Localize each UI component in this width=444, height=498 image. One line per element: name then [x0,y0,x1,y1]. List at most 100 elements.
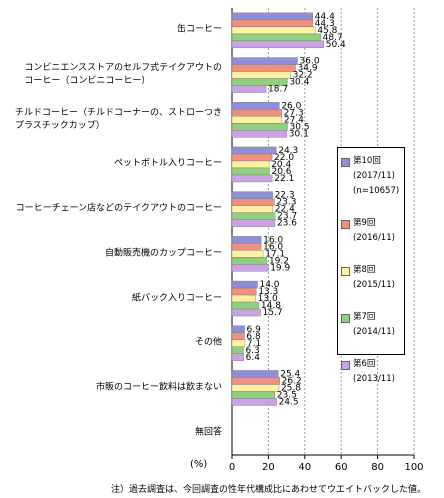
bar [231,257,268,265]
bar [231,353,244,361]
bar [231,57,298,65]
legend-item: 第6回 (2013/11) [341,357,401,387]
legend-item: 第7回 (2014/11) [341,310,401,340]
legend-swatch [341,267,350,276]
value-label: 22.1 [274,174,294,184]
value-label: 15.7 [263,308,283,318]
bar [231,33,321,42]
value-label: 23.5 [277,390,297,400]
legend-label: 第9回 (2016/11) [353,218,395,243]
value-label: 7.1 [247,339,261,349]
value-label: 14.0 [259,280,279,290]
category-label: 缶コーヒー [176,24,222,35]
bar [231,153,273,162]
value-label: 18.7 [268,85,288,95]
value-label: 17.1 [265,249,285,259]
value-label: 48.7 [323,33,343,43]
bar [231,123,288,131]
value-label: 13.0 [258,294,278,304]
value-label: 25.8 [281,383,301,393]
category-label: コンビニエンスストアのセルフ式テイクアウトの コーヒー（コンビニコーヒー） [24,63,222,87]
category-label: チルドコーヒー（チルドコーナーの、ストローつき プラスチックカップ） [14,107,222,131]
legend-swatch [341,158,350,167]
value-label: 27.4 [284,115,304,125]
value-label: 30.5 [290,122,310,132]
category-label: コーヒーチェーン店などのテイクアウトのコーヒー [15,203,222,214]
x-tick-label: 100 [404,462,423,473]
bar [231,146,277,155]
category-label: ペットボトル入りコーヒー [113,158,222,169]
bar [231,26,316,35]
value-label: 44.4 [315,12,335,22]
category-label: その他 [194,337,222,348]
value-label: 30.4 [289,78,309,88]
footnote: 注）過去調査は、今回調査の性年代構成比にあわせてウエイトバックした値。 [110,485,426,495]
value-label: 14.8 [261,301,281,311]
x-axis-label: (%) [190,459,208,470]
bar [231,102,280,110]
legend-label: 第8回 (2015/11) [353,265,395,290]
bar [231,130,287,138]
bar [231,370,279,378]
bar [231,12,314,21]
bar [231,308,261,317]
bar [231,64,296,72]
legend-item: 第9回 (2016/11) [341,216,401,246]
value-label: 6.3 [245,346,259,356]
value-label: 16.0 [263,235,283,245]
value-label: 24.5 [279,397,299,407]
value-label: 27.3 [284,108,304,118]
category-label: 紙パック入りコーヒー [131,293,222,304]
bar [231,339,246,347]
bar [231,398,277,406]
legend-label: 第10回 (2017/11) (n=10657) [353,156,400,196]
legend: 第10回 (2017/11) (n=10657) 第9回 (2016/11) 第8回… [337,147,405,384]
value-label: 50.4 [326,40,346,50]
value-label: 23.6 [277,219,297,229]
bar [231,391,275,399]
legend-label: 第6回 (2013/11) [353,359,395,384]
value-label: 30.1 [289,129,309,139]
category-label: 自動販売機のカップコーヒー [104,248,222,259]
bar [231,198,275,206]
value-label: 32.2 [293,71,313,81]
value-label: 6.8 [246,332,261,342]
value-label: 22.0 [274,153,294,163]
value-label: 45.8 [317,26,337,36]
legend-item: 第10回 (2017/11) (n=10657) [341,154,401,199]
bar [231,264,269,272]
x-tick-label: 20 [262,462,275,473]
bar [231,287,257,296]
bar [231,174,273,183]
bar [231,116,283,124]
bar [231,243,262,251]
value-label: 22.4 [275,205,295,215]
x-tick-label: 80 [371,462,384,473]
bar [231,19,313,28]
value-label: 23.7 [277,212,297,222]
bar [231,325,245,333]
value-label: 19.9 [270,263,290,273]
legend-item: 第8回 (2015/11) [341,263,401,293]
legend-swatch [341,314,350,323]
legend-swatch [341,361,350,370]
value-label: 36.0 [300,57,320,67]
bar [231,212,276,220]
value-label: 13.3 [258,287,278,297]
value-label: 23.3 [276,198,296,208]
value-label: 26.0 [281,101,301,111]
x-tick-label: 0 [229,462,235,473]
value-label: 34.9 [298,64,318,74]
bar [231,85,267,93]
bar [231,346,244,354]
bar [231,332,245,340]
value-label: 22.3 [275,191,295,201]
bar [231,280,258,289]
value-label: 24.3 [278,146,298,156]
value-label: 44.3 [315,19,335,29]
value-label: 25.4 [280,369,300,379]
x-tick-label: 60 [335,462,348,473]
value-label: 26.2 [282,376,302,386]
